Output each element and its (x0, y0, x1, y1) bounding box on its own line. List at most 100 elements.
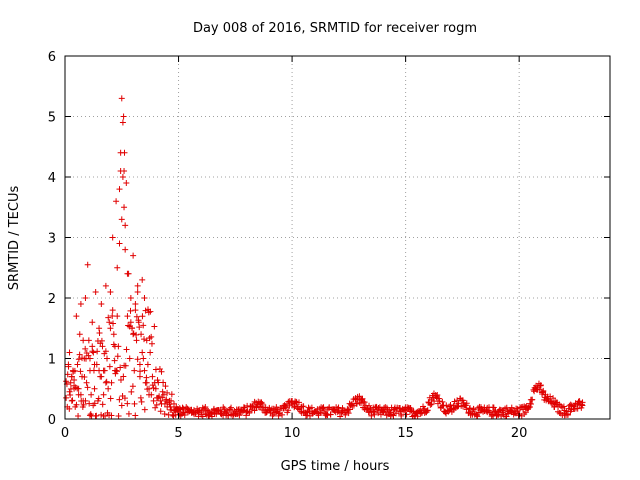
axis-ticks: 0 5 10 15 20 0 1 2 3 4 5 6 (48, 50, 610, 441)
data-point (102, 282, 109, 289)
data-point (131, 400, 138, 407)
data-point (65, 363, 72, 370)
data-point (147, 308, 154, 315)
data-point (474, 413, 481, 420)
data-point (150, 384, 157, 391)
data-point (117, 364, 124, 371)
data-point (152, 404, 159, 411)
data-point (529, 396, 536, 403)
data-point (132, 301, 139, 308)
data-point (113, 367, 120, 374)
data-point (433, 394, 440, 401)
y-tick-label-5: 5 (48, 111, 56, 126)
data-point (144, 361, 151, 368)
data-point (451, 398, 458, 405)
data-point (537, 382, 544, 389)
data-point (564, 412, 571, 419)
data-point (141, 406, 148, 413)
data-point (138, 331, 145, 338)
data-point (526, 404, 533, 411)
data-point (166, 401, 173, 408)
data-point (508, 404, 515, 411)
data-point (167, 406, 174, 413)
data-point (123, 346, 130, 353)
data-point (67, 379, 74, 386)
data-point (111, 357, 118, 364)
data-point (150, 397, 157, 404)
data-point (139, 313, 146, 320)
data-point (149, 373, 156, 380)
data-point (120, 373, 127, 380)
data-point (163, 396, 170, 403)
data-point (293, 398, 300, 405)
data-point (95, 395, 102, 402)
x-tick-label-0: 0 (61, 426, 69, 441)
data-point (134, 282, 141, 289)
data-point (132, 412, 139, 419)
data-point (106, 319, 113, 326)
data-point (199, 413, 206, 420)
data-point (463, 400, 470, 407)
data-point (109, 307, 116, 314)
data-point (84, 384, 91, 391)
data-point (169, 411, 176, 418)
data-point (141, 336, 148, 343)
data-point (90, 349, 97, 356)
data-point (224, 407, 231, 414)
data-point (99, 343, 106, 350)
data-point (348, 401, 355, 408)
data-point (64, 371, 71, 378)
data-point (115, 412, 122, 419)
data-point (126, 355, 133, 362)
data-point (114, 368, 121, 375)
data-point (137, 368, 144, 375)
data-point (157, 408, 164, 415)
data-point (574, 405, 581, 412)
data-point (84, 261, 91, 268)
data-point (361, 399, 368, 406)
data-point (79, 355, 86, 362)
data-point (106, 363, 113, 370)
data-point (320, 404, 327, 411)
y-tick-label-6: 6 (48, 50, 56, 65)
data-point (107, 395, 114, 402)
data-point (403, 411, 410, 418)
data-point (63, 394, 70, 401)
data-point (127, 307, 134, 314)
data-point (129, 383, 136, 390)
x-tick-label-20: 20 (511, 426, 528, 441)
data-point (398, 412, 405, 419)
data-point (459, 397, 466, 404)
data-point (139, 349, 146, 356)
data-point (100, 367, 107, 374)
data-point (143, 379, 150, 386)
data-point (366, 402, 373, 409)
data-point (474, 404, 481, 411)
data-point (168, 391, 175, 398)
data-point (249, 403, 256, 410)
data-point (89, 319, 96, 326)
data-point (122, 246, 129, 253)
data-point (114, 264, 121, 271)
data-point (75, 356, 82, 363)
data-point (124, 270, 131, 277)
data-point (133, 337, 140, 344)
data-point (71, 367, 78, 374)
data-point (371, 408, 378, 415)
data-point (158, 400, 165, 407)
data-point (122, 362, 129, 369)
data-point (77, 301, 84, 308)
data-point (66, 349, 73, 356)
data-point (74, 385, 81, 392)
data-point (109, 234, 116, 241)
data-point (86, 412, 93, 419)
data-point (122, 222, 129, 229)
data-point (133, 331, 140, 338)
data-point (141, 295, 148, 301)
data-point (105, 385, 112, 392)
y-tick-label-1: 1 (48, 353, 56, 368)
data-point (455, 400, 462, 407)
data-point (130, 331, 137, 338)
x-tick-label-5: 5 (174, 426, 182, 441)
